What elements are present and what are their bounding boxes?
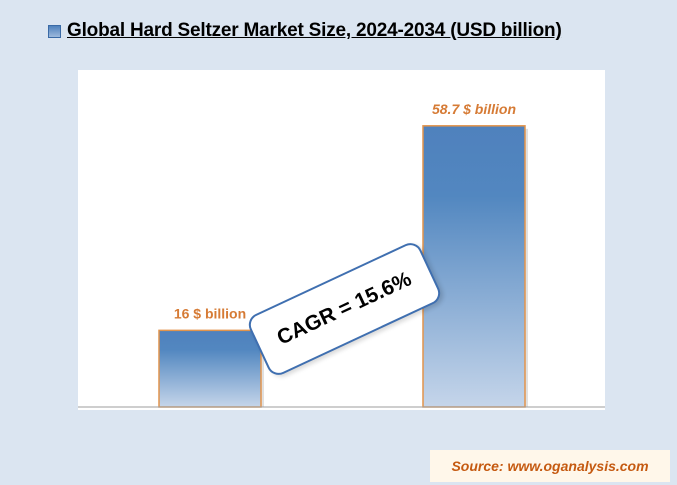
bar-2034 (422, 125, 526, 408)
chart-title: Global Hard Seltzer Market Size, 2024-20… (67, 20, 562, 41)
source-label: Source: www.oganalysis.com (451, 458, 649, 474)
title-square-icon (48, 24, 61, 38)
source-box: Source: www.oganalysis.com (430, 450, 670, 482)
bar-2025 (158, 329, 262, 408)
data-label-2025: 16 $ billion (174, 305, 246, 321)
chart-title-wrap: Global Hard Seltzer Market Size, 2024-20… (48, 20, 562, 42)
data-label-2034: 58.7 $ billion (432, 101, 516, 117)
